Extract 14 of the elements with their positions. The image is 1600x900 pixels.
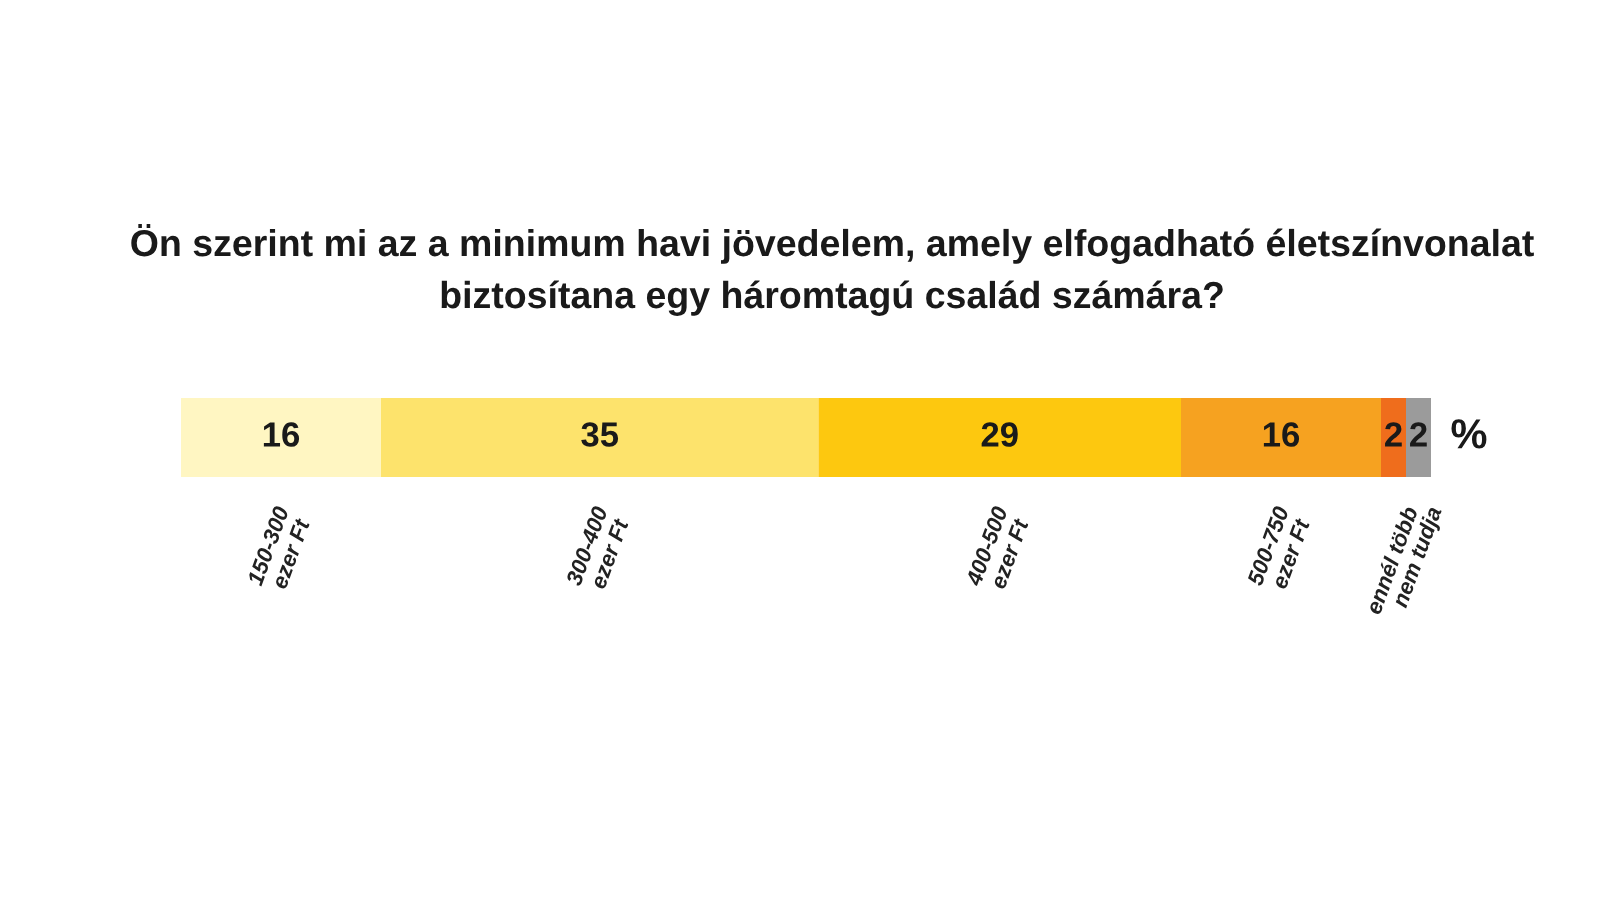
bar: [1406, 398, 1431, 477]
data-label: 35: [581, 422, 619, 447]
text: %: [1451, 419, 1487, 449]
data-label: 16: [263, 422, 300, 447]
bar: [818, 398, 1181, 477]
data-label: 2: [1385, 422, 1402, 447]
chart-title: Ön szerint mi az a minimum havi jövedelem, amely elfogadható életszínvonalat biztosítana egy háromtagú család számára?: [131, 224, 1534, 316]
data-label: 2: [1410, 422, 1427, 447]
bar: [381, 398, 819, 477]
bar: [1181, 398, 1381, 477]
data-label: 16: [1263, 422, 1300, 447]
bar: [1381, 398, 1406, 477]
bar: [181, 398, 381, 477]
data-label: 29: [981, 422, 1018, 447]
